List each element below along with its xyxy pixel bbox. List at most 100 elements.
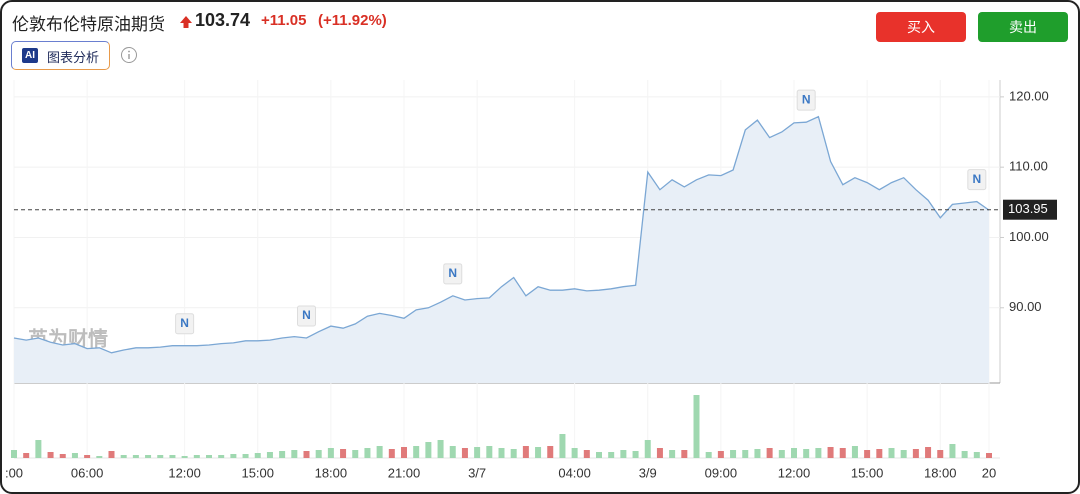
y-tick-label: 110.00: [1009, 159, 1048, 174]
ai-analysis-button[interactable]: AI 图表分析: [11, 41, 110, 70]
volume-bar: [705, 452, 712, 458]
volume-bar: [961, 451, 968, 458]
volume-bar: [169, 455, 176, 458]
news-marker-label: N: [972, 172, 981, 186]
news-marker: [297, 305, 316, 327]
volume-bar: [437, 440, 444, 458]
volume-bar: [47, 452, 54, 458]
volume-bar: [559, 434, 566, 458]
volume-bar: [315, 450, 322, 458]
news-marker: [796, 89, 816, 111]
y-tick-label: 100.00: [1009, 229, 1049, 244]
volume-bar: [401, 447, 407, 458]
volume-bar: [59, 454, 66, 458]
volume-bar: [949, 444, 956, 458]
x-tick-label: 3/7: [468, 465, 486, 480]
volume-bar: [973, 452, 980, 458]
volume-bar: [254, 453, 261, 458]
volume-bar: [449, 446, 456, 458]
volume-bar: [864, 450, 871, 458]
volume-bar: [778, 450, 785, 458]
buy-button[interactable]: 买入: [876, 12, 966, 42]
volume-bar: [474, 447, 481, 458]
price-line: [13, 115, 990, 354]
volume-bar: [279, 451, 286, 458]
volume-bar: [157, 455, 164, 458]
volume-bar: [35, 440, 42, 458]
volume-bar: [596, 452, 602, 458]
x-tick-label: 3/9: [639, 465, 657, 480]
volume-bar: [888, 448, 895, 458]
x-tick-label: 15:00: [241, 465, 274, 480]
change: +11.05: [261, 12, 307, 29]
sell-button[interactable]: 卖出: [978, 12, 1068, 42]
volume-bar: [742, 450, 749, 458]
volume-bar: [364, 448, 371, 458]
volume-bar: [803, 449, 810, 458]
volume-bar: [132, 455, 139, 458]
volume-bar: [571, 448, 578, 458]
volume-bar: [681, 450, 688, 458]
info-icon[interactable]: [120, 46, 138, 64]
volume-bar: [754, 449, 761, 458]
news-marker: [443, 263, 463, 285]
volume-bar: [656, 448, 663, 458]
ai-icon: AI: [22, 48, 38, 63]
volume-bar: [218, 455, 225, 458]
volume-bar: [145, 455, 152, 458]
x-tick-label: 20: [982, 465, 996, 480]
volume-bar: [791, 448, 797, 458]
last-price-box: [1003, 199, 1057, 220]
volume-bar: [730, 450, 737, 458]
instrument-title: 伦敦布伦特原油期货: [12, 15, 165, 34]
change-percent: (+11.92%): [318, 12, 387, 29]
volume-bar: [583, 450, 590, 458]
ai-label: 图表分析: [47, 50, 100, 65]
volume-bar: [876, 449, 883, 458]
volume-bar: [925, 447, 932, 458]
news-marker-label: N: [802, 92, 811, 106]
price-area: [14, 116, 989, 383]
volume-bar: [352, 450, 359, 458]
volume-bar: [120, 455, 127, 458]
volume-bar: [461, 448, 468, 458]
x-tick-label: 12:00: [168, 465, 201, 480]
volume-bar: [242, 454, 249, 458]
y-tick-label: 90.00: [1009, 299, 1042, 314]
volume-bar: [632, 451, 639, 458]
volume-bar: [230, 454, 237, 458]
volume-bar: [425, 442, 432, 458]
volume-bar: [839, 448, 846, 458]
volume-bar: [206, 455, 212, 458]
x-tick-label: 09:00: [705, 465, 738, 480]
volume-bar: [11, 450, 17, 458]
volume-bar: [547, 446, 554, 458]
x-tick-label: 15:00: [851, 465, 884, 480]
volume-bar: [498, 448, 505, 458]
volume-bar: [912, 449, 919, 458]
x-tick-label: 04:00: [558, 465, 591, 480]
x-tick-label: 06:00: [71, 465, 104, 480]
volume-bar: [608, 452, 615, 458]
volume-bar: [291, 450, 298, 458]
volume-bar: [937, 450, 944, 458]
news-marker-label: N: [302, 308, 311, 322]
volume-bar: [376, 446, 383, 458]
news-marker: [967, 169, 987, 191]
volume-bar: [181, 456, 188, 458]
x-tick-label: 12:00: [778, 465, 811, 480]
volume-bar: [96, 456, 103, 458]
volume-bar: [766, 448, 773, 458]
volume-bar: [522, 446, 529, 458]
last-price-label: 103.95: [1008, 201, 1048, 216]
x-tick-label: 21:00: [388, 465, 421, 480]
news-marker: [175, 313, 195, 335]
volume-bar: [535, 447, 542, 458]
x-tick-label: :00: [5, 465, 23, 480]
x-tick-label: 18:00: [315, 465, 348, 480]
volume-bar: [413, 446, 420, 458]
volume-bar: [717, 451, 724, 458]
volume-bar: [693, 395, 700, 458]
volume-bar: [108, 451, 115, 458]
